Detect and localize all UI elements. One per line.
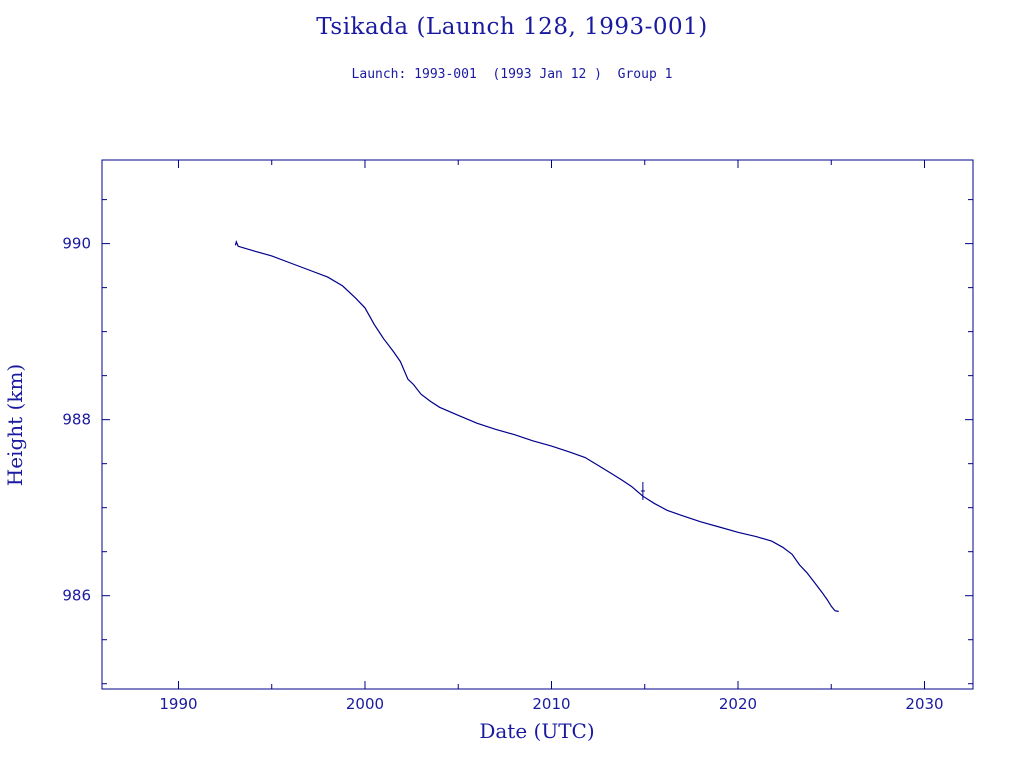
y-tick-label: 990 — [62, 235, 91, 253]
x-axis-title: Date (UTC) — [479, 719, 594, 743]
y-tick-label: 988 — [62, 411, 91, 429]
x-tick-label: 2010 — [532, 695, 570, 713]
plot-area — [101, 159, 974, 690]
chart-subtitle: Launch: 1993-001 (1993 Jan 12 ) Group 1 — [351, 67, 673, 82]
tick-labels: 1990 2000 2010 2020 2030 986 988 990 — [62, 235, 943, 713]
axis-ticks — [102, 160, 973, 689]
x-tick-label: 2000 — [346, 695, 384, 713]
height-series-line — [234, 240, 839, 613]
x-tick-label: 2020 — [719, 695, 757, 713]
x-tick-label: 2030 — [905, 695, 943, 713]
y-tick-label: 986 — [62, 587, 91, 605]
chart-title: Tsikada (Launch 128, 1993-001) — [316, 14, 708, 40]
plus-marker — [640, 481, 645, 500]
x-tick-label: 1990 — [159, 695, 197, 713]
plot-frame — [101, 159, 974, 690]
y-axis-title: Height (km) — [3, 364, 27, 486]
